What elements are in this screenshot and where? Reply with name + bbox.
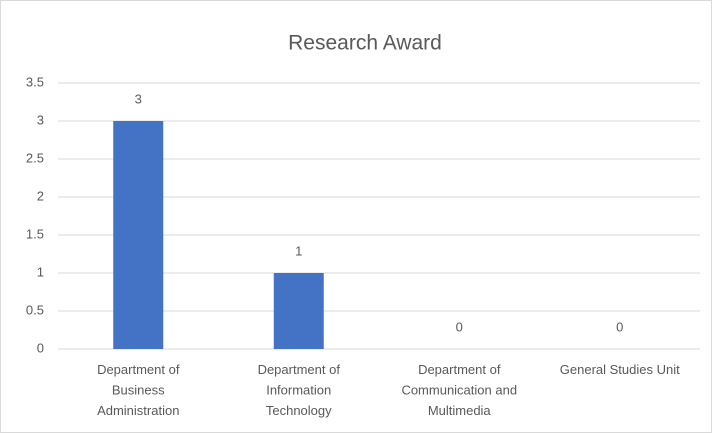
data-label: 0 — [456, 319, 463, 334]
y-tick-label: 0 — [37, 340, 44, 355]
bar — [113, 121, 164, 349]
data-label: 3 — [135, 91, 142, 106]
y-tick-label: 2 — [37, 188, 44, 203]
x-tick-label: Department of Business Administration — [97, 362, 180, 418]
x-tick-label: Department of Communication and Multimedia — [401, 362, 517, 418]
x-tick-label: General Studies Unit — [560, 362, 680, 377]
bar — [273, 273, 324, 349]
y-tick-label: 2.5 — [26, 150, 44, 165]
y-tick-label: 0.5 — [26, 302, 44, 317]
y-tick-label: 3 — [37, 112, 44, 127]
data-label: 1 — [295, 243, 302, 258]
y-tick-label: 1.5 — [26, 226, 44, 241]
data-label: 0 — [616, 319, 623, 334]
y-tick-label: 3.5 — [26, 74, 44, 89]
y-tick-label: 1 — [37, 264, 44, 279]
chart-title: Research Award — [288, 32, 442, 55]
x-tick-label: Department of Information Technology — [258, 362, 341, 418]
